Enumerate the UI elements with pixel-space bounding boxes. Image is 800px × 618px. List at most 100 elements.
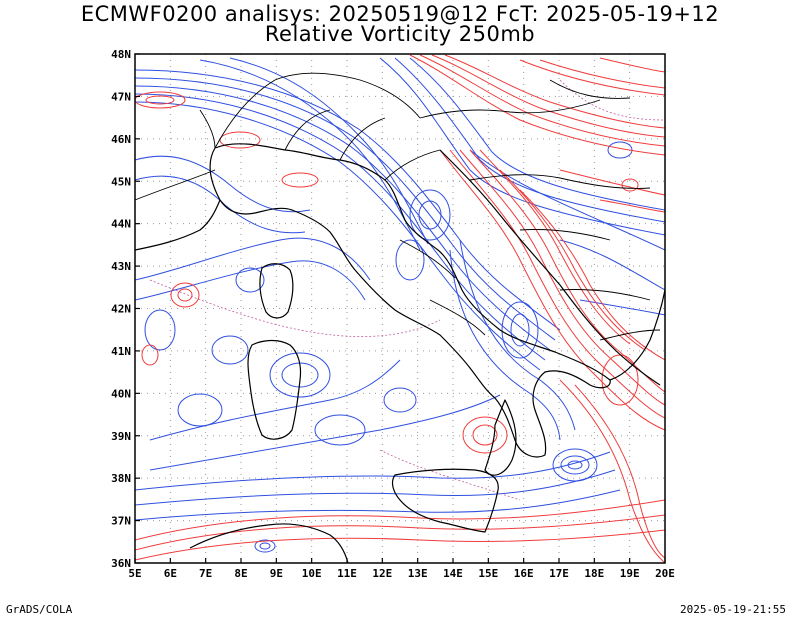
blue-contour xyxy=(149,359,401,441)
red-contour xyxy=(574,384,665,559)
red-contour xyxy=(419,54,665,147)
blue-contour xyxy=(135,101,541,371)
blue-contour xyxy=(135,85,551,351)
red-contour xyxy=(135,529,665,561)
blue-contour xyxy=(567,460,583,470)
border xyxy=(469,174,651,189)
red-contour xyxy=(145,95,175,105)
red-contour xyxy=(135,91,186,109)
red-contour xyxy=(469,149,665,393)
lon-tick-label: 5E xyxy=(128,567,141,580)
blue-contour xyxy=(449,249,561,441)
political-borders xyxy=(135,72,661,341)
blue-contour xyxy=(135,469,616,506)
lat-tick-label: 42N xyxy=(111,303,131,316)
zero-contour xyxy=(559,79,665,121)
border xyxy=(199,109,216,149)
red-contour xyxy=(135,499,665,541)
blue-contour xyxy=(579,299,665,316)
blue-contour xyxy=(135,451,611,491)
border xyxy=(339,117,386,161)
map-area xyxy=(135,54,665,563)
red-contour xyxy=(177,288,193,302)
corsica-coastline xyxy=(259,263,294,319)
lat-tick-label: 45N xyxy=(111,175,131,188)
blue-contour xyxy=(135,155,311,213)
blue-contour xyxy=(409,189,451,241)
border xyxy=(549,79,631,99)
lat-tick-label: 38N xyxy=(111,472,131,485)
red-contour xyxy=(281,172,319,188)
border xyxy=(419,99,601,119)
red-contour xyxy=(559,379,665,563)
red-contour xyxy=(141,344,159,366)
blue-contour xyxy=(135,175,306,234)
lon-tick-label: 7E xyxy=(199,567,212,580)
blue-contour xyxy=(559,239,665,291)
lon-tick-label: 11E xyxy=(337,567,357,580)
title-line-2: Relative Vorticity 250mb xyxy=(264,22,536,46)
red-contour xyxy=(439,149,665,431)
lon-tick-label: 20E xyxy=(655,567,675,580)
blue-contour xyxy=(229,57,429,245)
blue-contour xyxy=(254,539,276,553)
france-coastline xyxy=(135,199,221,251)
blue-contour xyxy=(135,260,366,301)
blue-contour xyxy=(418,200,442,230)
tunisia-coastline xyxy=(189,523,349,563)
border xyxy=(214,72,421,149)
red-contour xyxy=(601,354,639,406)
latitude-labels: 48N 47N 46N 45N 44N 43N 42N 41N 40N 39N 38N 37N 36N xyxy=(111,48,131,570)
lon-tick-label: 6E xyxy=(164,567,177,580)
lat-tick-label: 41N xyxy=(111,345,131,358)
lat-tick-label: 44N xyxy=(111,218,131,231)
red-contour xyxy=(409,54,665,156)
lon-tick-label: 12E xyxy=(372,567,392,580)
border xyxy=(135,169,216,201)
sardinia-coastline xyxy=(247,339,302,440)
axis-ticks xyxy=(134,53,666,564)
blue-contour xyxy=(269,352,331,398)
red-contour xyxy=(459,149,665,406)
red-contour xyxy=(519,59,665,96)
sicily-coastline xyxy=(391,468,499,533)
border xyxy=(559,289,651,301)
lat-tick-label: 46N xyxy=(111,133,131,146)
blue-contour xyxy=(409,57,665,211)
lon-tick-label: 17E xyxy=(549,567,569,580)
red-contour xyxy=(621,178,639,192)
lat-tick-label: 37N xyxy=(111,515,131,528)
lat-tick-label: 40N xyxy=(111,387,131,400)
blue-contour xyxy=(144,309,176,351)
red-contour xyxy=(219,131,261,149)
lat-lon-grid xyxy=(135,54,665,563)
zero-contour xyxy=(379,449,521,501)
red-contour xyxy=(599,57,665,73)
lat-tick-label: 43N xyxy=(111,260,131,273)
lon-tick-label: 9E xyxy=(270,567,283,580)
footer-software-label: GrADS/COLA xyxy=(6,603,73,616)
border xyxy=(519,229,611,241)
coastlines xyxy=(135,143,665,563)
lon-tick-label: 14E xyxy=(443,567,463,580)
blue-contour xyxy=(135,93,546,361)
footer-timestamp: 2025-05-19-21:55 xyxy=(680,603,786,616)
border xyxy=(599,329,661,341)
calabria-coastline xyxy=(484,399,517,476)
blue-contour xyxy=(135,69,561,331)
red-contour xyxy=(431,54,665,138)
blue-contour xyxy=(552,448,598,482)
red-contour xyxy=(462,416,508,454)
lon-tick-label: 10E xyxy=(302,567,322,580)
blue-contour xyxy=(459,239,576,431)
longitude-labels: 5E 6E 7E 8E 9E 10E 11E 12E 13E 14E 15E 16E 17E 18E 19E… xyxy=(128,567,675,580)
blue-contour xyxy=(314,414,366,446)
blue-contour xyxy=(149,394,501,471)
lon-tick-label: 16E xyxy=(514,567,534,580)
blue-contour xyxy=(501,301,539,359)
red-contour xyxy=(449,149,665,419)
red-contour xyxy=(472,424,498,446)
blue-contour xyxy=(177,393,223,427)
blue-contour xyxy=(211,335,249,365)
title-line-1: ECMWF0200 analisys: 20250519@12 FcT: 202… xyxy=(80,2,720,26)
